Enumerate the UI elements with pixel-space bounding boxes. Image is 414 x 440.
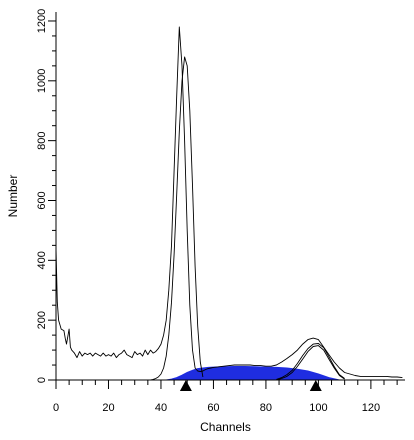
axes-layer (55, 12, 405, 381)
y-tick-label: 200 (36, 311, 48, 329)
y-tick-label: 400 (36, 251, 48, 269)
x-tick-label: 20 (102, 402, 114, 414)
y-tick-label: 1200 (36, 9, 48, 33)
x-tick-label: 100 (309, 402, 327, 414)
marker-triangle (309, 380, 322, 391)
markers-layer (179, 380, 322, 391)
area-layer (166, 366, 340, 381)
series-area-4 (166, 366, 340, 381)
y-axis-title: Number (6, 175, 20, 218)
x-tick-label: 60 (207, 402, 219, 414)
x-tick-label: 120 (362, 402, 380, 414)
y-tick-label: 800 (36, 131, 48, 149)
marker-triangle (179, 380, 192, 391)
x-tick-label: 40 (155, 402, 167, 414)
series-line-0 (55, 26, 403, 379)
x-axis-title: Channels (200, 420, 251, 434)
x-tick-label: 80 (260, 402, 272, 414)
x-tick-label: 0 (53, 402, 59, 414)
series-line-3 (276, 343, 345, 380)
lines-layer (55, 26, 403, 381)
series-line-2 (276, 345, 345, 381)
y-tick-label: 0 (36, 377, 48, 383)
series-line-1 (150, 56, 204, 381)
y-tick-label: 600 (36, 191, 48, 209)
y-ticks-layer: 0 200 400 600 800 1000 1200 (36, 9, 56, 383)
x-ticks-layer: 0 20 40 60 80 100 120 (53, 380, 398, 414)
y-tick-label: 1000 (36, 69, 48, 93)
